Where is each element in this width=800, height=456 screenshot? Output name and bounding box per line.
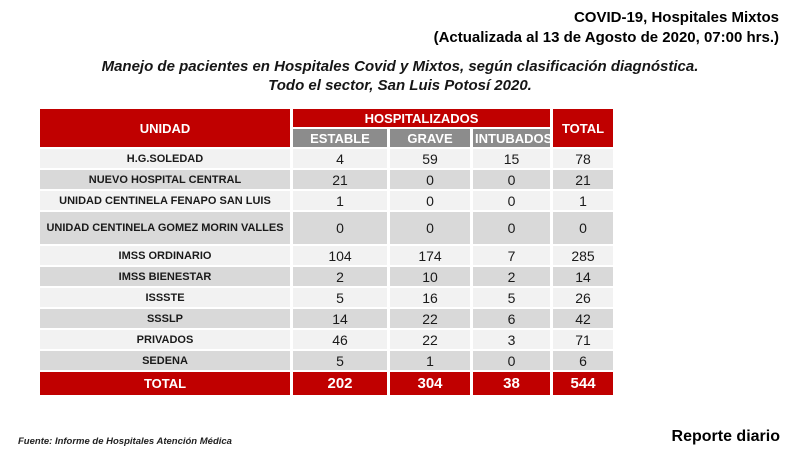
value-cell: 285 — [550, 244, 617, 267]
unit-cell: PRIVADOS — [37, 328, 293, 351]
value-cell: 5 — [469, 286, 554, 309]
value-cell: 0 — [387, 189, 473, 212]
header-row-2: ESTABLE GRAVE INTUBADOS — [39, 127, 615, 149]
table-row-centinela-fenapo: UNIDAD CENTINELA FENAPO SAN LUIS 1 0 0 1 — [37, 189, 617, 212]
unit-cell: IMSS ORDINARIO — [37, 244, 293, 267]
value-cell: 14 — [550, 265, 617, 288]
col-header-unidad: UNIDAD — [37, 107, 293, 149]
value-cell: 0 — [387, 210, 473, 246]
value-cell: 6 — [469, 307, 554, 330]
value-cell: 1 — [290, 189, 390, 212]
value-cell: 174 — [387, 244, 473, 267]
value-cell: 7 — [469, 244, 554, 267]
value-cell: 42 — [550, 307, 617, 330]
unit-cell: SSSLP — [37, 307, 293, 330]
slide-header: COVID-19, Hospitales Mixtos (Actualizada… — [434, 8, 779, 48]
table-row-privados: PRIVADOS 46 22 3 71 — [37, 328, 617, 351]
page-title: Manejo de pacientes en Hospitales Covid … — [0, 57, 800, 95]
value-cell: 15 — [469, 147, 554, 170]
total-value-cell: 202 — [290, 370, 390, 397]
value-cell: 6 — [550, 349, 617, 372]
table-row-total: TOTAL 202 304 38 544 — [37, 370, 617, 397]
unit-cell: SEDENA — [37, 349, 293, 372]
table-row-nuevo-hospital-central: NUEVO HOSPITAL CENTRAL 21 0 0 21 — [37, 168, 617, 191]
value-cell: 0 — [387, 168, 473, 191]
hospital-data-table: UNIDAD HOSPITALIZADOS TOTAL ESTABLE GRAV… — [37, 107, 617, 397]
value-cell: 0 — [469, 189, 554, 212]
value-cell: 0 — [469, 210, 554, 246]
total-value-cell: 304 — [387, 370, 473, 397]
value-cell: 71 — [550, 328, 617, 351]
value-cell: 1 — [387, 349, 473, 372]
total-label-cell: TOTAL — [37, 370, 293, 397]
subcol-header-intubados: INTUBADOS — [469, 127, 554, 149]
value-cell: 10 — [387, 265, 473, 288]
table-row-hg-soledad: H.G.SOLEDAD 4 59 15 78 — [37, 147, 617, 170]
update-timestamp: (Actualizada al 13 de Agosto de 2020, 07… — [433, 29, 779, 46]
value-cell: 21 — [290, 168, 390, 191]
page-title-line1: Manejo de pacientes en Hospitales Covid … — [101, 58, 699, 75]
subcol-header-estable: ESTABLE — [290, 127, 390, 149]
col-header-total: TOTAL — [550, 107, 617, 149]
total-value-cell: 38 — [469, 370, 554, 397]
table-row-ssslp: SSSLP 14 22 6 42 — [37, 307, 617, 330]
value-cell: 104 — [290, 244, 390, 267]
table-row-issste: ISSSTE 5 16 5 26 — [37, 286, 617, 309]
page-title-line2: Todo el sector, San Luis Potosí 2020. — [268, 77, 532, 94]
value-cell: 0 — [290, 210, 390, 246]
value-cell: 78 — [550, 147, 617, 170]
report-type-label: Reporte diario — [671, 428, 780, 445]
unit-cell: ISSSTE — [37, 286, 293, 309]
col-group-hospitalizados: HOSPITALIZADOS — [289, 107, 554, 129]
value-cell: 2 — [469, 265, 554, 288]
value-cell: 2 — [290, 265, 390, 288]
value-cell: 22 — [387, 328, 473, 351]
unit-cell: UNIDAD CENTINELA GOMEZ MORIN VALLES — [37, 210, 293, 246]
value-cell: 26 — [550, 286, 617, 309]
value-cell: 0 — [550, 210, 617, 246]
unit-cell: H.G.SOLEDAD — [37, 147, 293, 170]
value-cell: 5 — [290, 286, 390, 309]
value-cell: 5 — [290, 349, 390, 372]
slide-header-title: COVID-19, Hospitales Mixtos — [573, 9, 779, 26]
value-cell: 1 — [550, 189, 617, 212]
table-row-centinela-gomez-morin: UNIDAD CENTINELA GOMEZ MORIN VALLES 0 0 … — [37, 210, 617, 246]
total-value-cell: 544 — [550, 370, 617, 397]
source-note: Fuente: Informe de Hospitales Atención M… — [18, 436, 232, 447]
value-cell: 21 — [550, 168, 617, 191]
unit-cell: UNIDAD CENTINELA FENAPO SAN LUIS — [37, 189, 293, 212]
value-cell: 14 — [290, 307, 390, 330]
value-cell: 0 — [469, 168, 554, 191]
value-cell: 16 — [387, 286, 473, 309]
header-row-1: UNIDAD HOSPITALIZADOS TOTAL — [37, 107, 617, 149]
value-cell: 46 — [290, 328, 390, 351]
table-row-sedena: SEDENA 5 1 0 6 — [37, 349, 617, 372]
value-cell: 59 — [387, 147, 473, 170]
table-row-imss-ordinario: IMSS ORDINARIO 104 174 7 285 — [37, 244, 617, 267]
unit-cell: IMSS BIENESTAR — [37, 265, 293, 288]
subcol-header-grave: GRAVE — [387, 127, 473, 149]
value-cell: 4 — [290, 147, 390, 170]
value-cell: 3 — [469, 328, 554, 351]
value-cell: 22 — [387, 307, 473, 330]
table-row-imss-bienestar: IMSS BIENESTAR 2 10 2 14 — [37, 265, 617, 288]
value-cell: 0 — [469, 349, 554, 372]
unit-cell: NUEVO HOSPITAL CENTRAL — [37, 168, 293, 191]
